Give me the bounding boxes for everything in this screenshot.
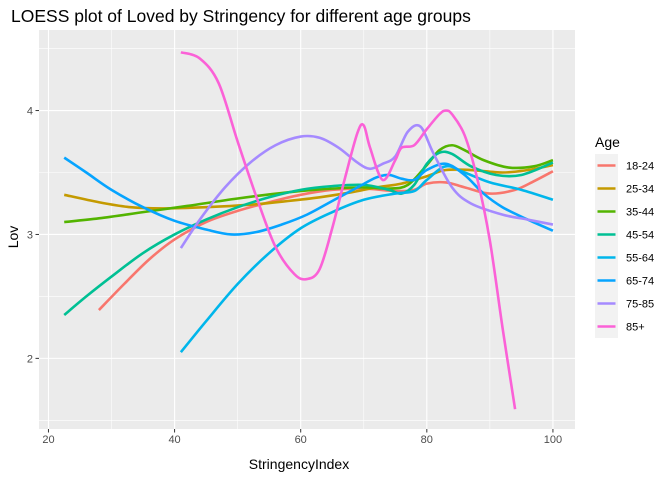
plot-area: 20 40 60 80 100 2 3 4 <box>27 30 575 446</box>
legend-label-35-44: 35-44 <box>626 207 654 219</box>
legend-label-75-85: 75-85 <box>626 299 654 311</box>
legend-label-55-64: 55-64 <box>626 253 654 265</box>
legend-label-65-74: 65-74 <box>626 276 654 288</box>
y-tick-label: 3 <box>27 229 33 241</box>
y-tick-label: 2 <box>27 353 33 365</box>
x-axis-label: StringencyIndex <box>249 456 349 472</box>
y-axis-label: Lov <box>5 226 21 249</box>
x-tick-label: 100 <box>544 434 562 446</box>
legend-label-25-34: 25-34 <box>626 184 654 196</box>
x-tick-label: 60 <box>295 434 307 446</box>
legend-label-85plus: 85+ <box>626 322 645 334</box>
legend-title: Age <box>595 134 620 150</box>
legend-label-45-54: 45-54 <box>626 230 654 242</box>
series-line-35-44 <box>64 143 554 224</box>
x-tick-label: 80 <box>421 434 433 446</box>
chart-title: LOESS plot of Loved by Stringency for di… <box>11 6 471 26</box>
series-line-85plus <box>180 51 517 410</box>
x-tick-label: 20 <box>42 434 54 446</box>
legend-label-18-24: 18-24 <box>626 161 654 173</box>
legend: Age 18-24 25-34 35-44 45-54 55-64 65-74 75-85 8… <box>595 134 654 338</box>
series-line-65-74 <box>63 156 554 236</box>
series-line-55-64 <box>179 164 554 353</box>
plot-panel-background <box>39 30 575 429</box>
x-tick-label: 40 <box>168 434 180 446</box>
y-tick-label: 4 <box>27 106 33 118</box>
